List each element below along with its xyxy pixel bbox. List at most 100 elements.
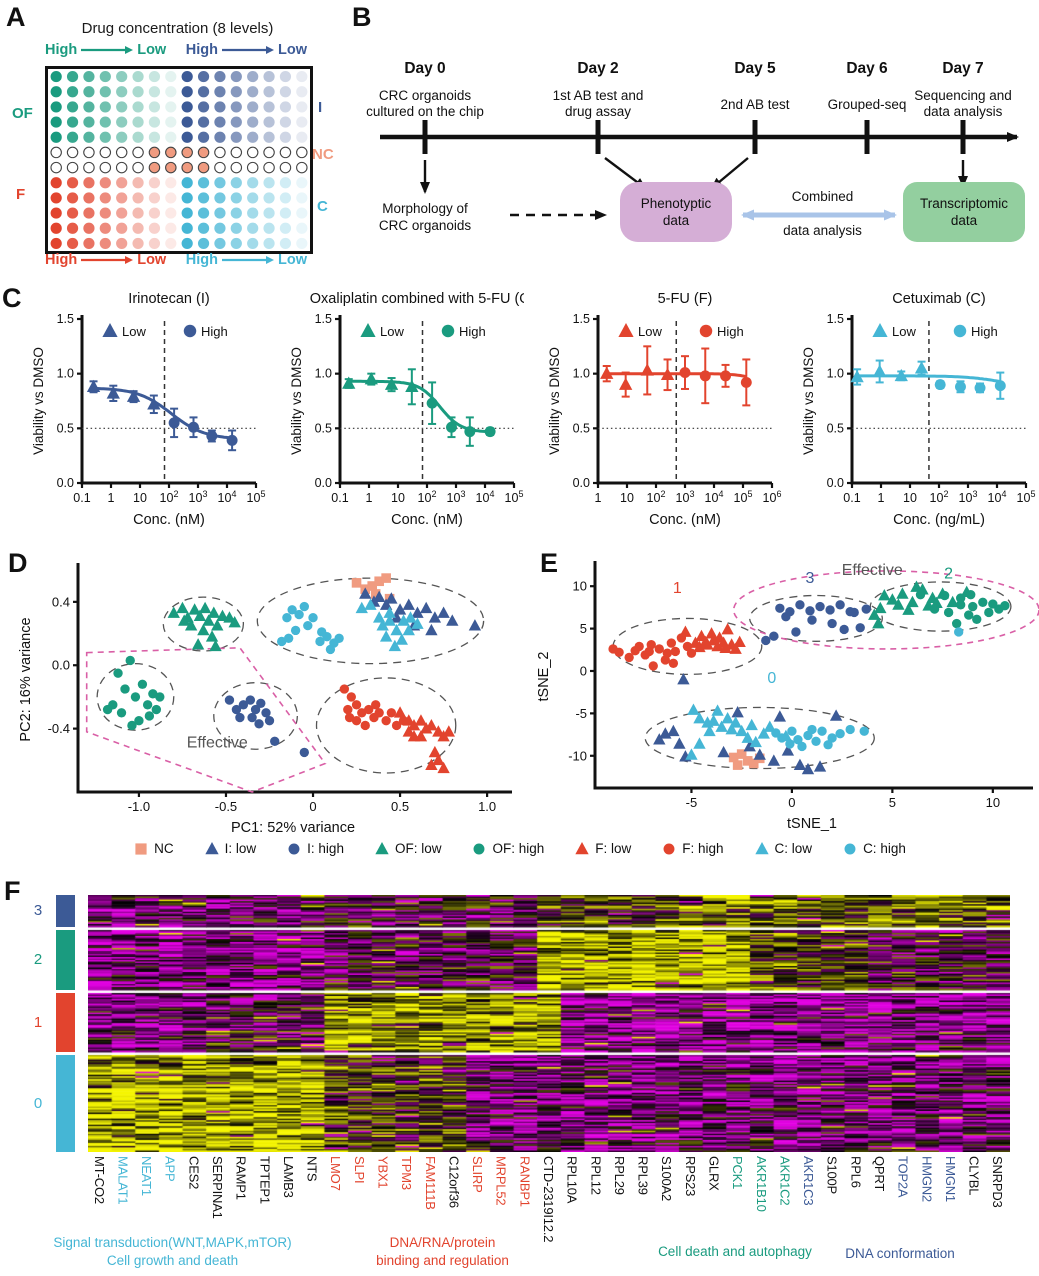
panel-a-label: A (6, 2, 26, 32)
svg-text:10: 10 (391, 491, 405, 505)
gene-label: RPS23 (682, 1156, 698, 1197)
gene-label: PCK1 (730, 1156, 746, 1190)
svg-text:102: 102 (160, 489, 179, 505)
cluster-number: 1 (33, 1013, 43, 1031)
timeline-ticks (422, 120, 966, 154)
of-gradient-arrow: High Low (45, 42, 166, 58)
timeline-day: Day 6 (846, 60, 888, 77)
svg-text:High: High (459, 324, 486, 339)
plate-bottom-arrows: High Low High Low (45, 252, 307, 268)
svg-text:-5: -5 (575, 706, 587, 721)
gene-label: MRPL52 (493, 1156, 509, 1206)
gene-label: CTD-2319I12.2 (541, 1156, 556, 1243)
gene-label: LAMB3 (280, 1156, 296, 1198)
gene-category-label: Cell death and autophagy (658, 1244, 812, 1259)
legend-item: NC (133, 841, 174, 856)
gene-label: LMO7 (328, 1156, 344, 1191)
transcriptomic-data-box: Transcriptomic data (903, 182, 1025, 242)
gene-label: SLPI (351, 1156, 367, 1184)
panel-a-title: Drug concentration (8 levels) (81, 20, 274, 37)
gene-label: HMGN1 (942, 1156, 958, 1202)
svg-text:Viability vs DMSO: Viability vs DMSO (801, 347, 816, 455)
svg-text:10: 10 (133, 491, 147, 505)
gene-category-label: DNA conformation (845, 1246, 955, 1261)
svg-text:1: 1 (673, 580, 682, 597)
gradient-low-label: Low (278, 252, 307, 268)
svg-text:High: High (717, 324, 744, 339)
svg-text:0: 0 (767, 670, 776, 687)
cluster-color-bar (56, 895, 75, 927)
right-arrow-icon (222, 46, 274, 54)
svg-text:PC2: 16% variance: PC2: 16% variance (18, 617, 34, 741)
svg-text:Cetuximab (C): Cetuximab (C) (892, 291, 985, 307)
legend-item: C: low (754, 841, 813, 856)
svg-text:Conc. (ng/mL): Conc. (ng/mL) (893, 512, 985, 528)
legend-item-label: OF: high (492, 841, 545, 856)
gene-label: CES2 (186, 1156, 202, 1190)
gene-label: SNRPD3 (990, 1156, 1006, 1208)
dose-plot-irinotecan: Irinotecan (I) 0.0 0.5 1.0 1.5 0.1 1 10 102 103 10… (30, 287, 266, 539)
legend-item: C: high (842, 841, 906, 856)
gene-label: RPL6 (848, 1156, 864, 1188)
svg-text:Viability vs DMSO: Viability vs DMSO (289, 347, 304, 455)
gene-label: RPL29 (611, 1156, 627, 1195)
svg-text:-0.4: -0.4 (48, 721, 70, 736)
legend-item-label: C: low (774, 841, 813, 856)
gene-label: QPRT (871, 1156, 887, 1192)
svg-text:104: 104 (218, 489, 237, 505)
combined-label-top: Combined (791, 189, 854, 204)
svg-text:-5: -5 (686, 795, 698, 810)
f-gradient-arrow: High Low (45, 252, 166, 268)
svg-text:10: 10 (903, 491, 917, 505)
svg-text:102: 102 (930, 489, 949, 505)
svg-text:1: 1 (878, 491, 885, 505)
gene-label: MALAT1 (115, 1156, 131, 1205)
gene-label: APP (162, 1156, 178, 1182)
legend-item: I: low (204, 841, 256, 856)
timeline-day-desc: CRC organoids cultured on the chip (366, 88, 484, 119)
svg-text:-0.5: -0.5 (215, 799, 237, 814)
svg-text:0.5: 0.5 (57, 421, 74, 435)
row-group-label-f: F (16, 186, 26, 203)
gradient-low-label: Low (137, 252, 167, 268)
svg-text:0: 0 (580, 663, 587, 678)
gene-label: S100A2 (659, 1156, 675, 1202)
cluster-number: 3 (33, 902, 43, 919)
svg-text:5: 5 (580, 621, 587, 636)
gene-label: AKR1C3 (801, 1156, 817, 1206)
gene-label: NEAT1 (139, 1156, 155, 1196)
right-arrow-icon (81, 46, 134, 54)
svg-text:-10: -10 (568, 748, 587, 763)
legend-item-label: I: high (307, 841, 344, 856)
svg-text:10: 10 (620, 491, 634, 505)
svg-text:5: 5 (889, 795, 896, 810)
gene-label: TPTEP1 (257, 1156, 273, 1204)
cluster-color-bar (56, 993, 75, 1052)
gene-category-label: DNA/RNA/protein binding and regulation (376, 1235, 509, 1268)
timeline-day: Day 7 (942, 60, 984, 77)
expression-heatmap (88, 895, 1010, 1152)
timeline-day: Day 2 (577, 60, 619, 77)
svg-text:0.1: 0.1 (73, 491, 90, 505)
svg-text:Low: Low (122, 324, 146, 339)
svg-text:10: 10 (573, 579, 587, 594)
svg-text:3: 3 (806, 570, 815, 587)
gene-label: S100P (824, 1156, 840, 1195)
svg-text:Low: Low (380, 324, 404, 339)
legend-item-label: F: high (682, 841, 724, 856)
plate-top-arrows: High Low High Low (45, 42, 307, 58)
c-gradient-arrow: High Low (186, 252, 307, 268)
svg-text:High: High (201, 324, 228, 339)
gene-label: HMGN2 (919, 1156, 935, 1202)
legend-item-label: OF: low (394, 841, 442, 856)
gene-label: AKR1C2 (777, 1156, 793, 1206)
svg-text:0.0: 0.0 (57, 476, 74, 490)
svg-text:0.0: 0.0 (573, 476, 590, 490)
row-group-label-nc: NC (312, 146, 334, 163)
gene-label: C12orf36 (446, 1156, 462, 1208)
gradient-low-label: Low (137, 42, 167, 58)
svg-text:Oxaliplatin combined with 5-FU: Oxaliplatin combined with 5-FU (OF) (310, 291, 524, 307)
gene-label: NTS (304, 1156, 320, 1182)
svg-text:102: 102 (418, 489, 437, 505)
